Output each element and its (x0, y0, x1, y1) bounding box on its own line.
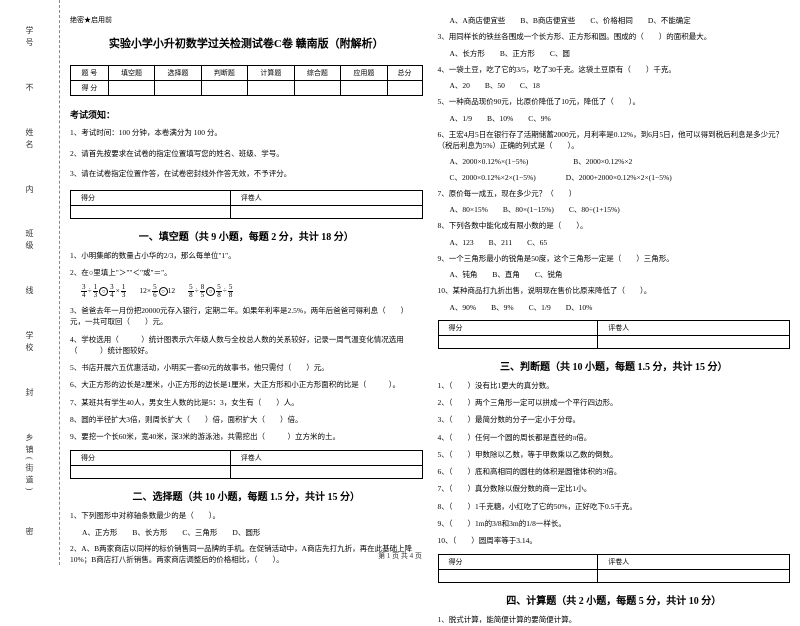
q1-6: 6、大正方形的边长是2厘米，小正方形的边长是1厘米，大正方形和小正方形面积的比是… (70, 379, 423, 390)
q3-10: 10、（ ）圆周率等于3.14。 (438, 535, 791, 546)
binding-field-name: 姓名 (24, 128, 35, 152)
right-column: A、A商店便宜些 B、B商店便宜些 C、价格相同 D、不能确定 3、用同样长的铁… (438, 15, 791, 545)
q2-5: 5、一种商品现价90元，比原价降低了10元，降低了（ ）。 (438, 96, 791, 107)
q1-1: 1、小明集邮的数量占小华的2/3，那么每单位"1"。 (70, 250, 423, 261)
q2-6-opts1: A、2000×0.12%×(1−5%) B、2000×0.12%×2 (450, 156, 791, 167)
q2-7: 7、原价每一成五，现在多少元？（ ） (438, 188, 791, 199)
q3-6: 6、（ ）底和高相同的圆柱的体积是圆锥体积的3倍。 (438, 466, 791, 477)
grader-box-3: 得分评卷人 (438, 320, 791, 349)
q2-8-opts: A、123 B、211 C、65 (450, 237, 791, 248)
binding-mark: 密 (24, 527, 35, 539)
score-h2: 选择题 (155, 66, 201, 81)
q2-3: 3、用同样长的铁丝各围成一个长方形、正方形和圆。围成的（ ）的面积最大。 (438, 31, 791, 42)
q1-7: 7、某班共有学生40人，男女生人数的比是5：3，女生有（ ）人。 (70, 397, 423, 408)
binding-field-class: 班级 (24, 229, 35, 253)
q2-5-opts: A、1/9 B、10% C、9% (450, 113, 791, 124)
q3-1: 1、（ ）没有比1更大的真分数。 (438, 380, 791, 391)
q2-10-opts: A、90% B、9% C、1/9 D、10% (450, 302, 791, 313)
q2-8: 8、下列各数中能化成有限小数的是（ ）。 (438, 220, 791, 231)
section-2-title: 二、选择题（共 10 小题，每题 1.5 分，共计 15 分） (70, 488, 423, 503)
q3-8: 8、（ ）1千克糖，小红吃了它的50%，正好吃下0.5千克。 (438, 501, 791, 512)
q2-4-opts: A、20 B、50 C、18 (450, 80, 791, 91)
q3-5: 5、（ ）甲数除以乙数，等于甲数乘以乙数的倒数。 (438, 449, 791, 460)
grader-box-2: 得分评卷人 (70, 450, 423, 479)
binding-field-town: 乡镇(街道) (24, 433, 35, 494)
page-footer: 第 1 页 共 4 页 (0, 551, 800, 561)
secret-label: 绝密★启用前 (70, 15, 423, 25)
page: 学号 不 姓名 内 班级 线 学校 封 乡镇(街道) 密 绝密★启用前 实验小学… (0, 0, 800, 565)
exam-title: 实验小学小升初数学过关检测试卷C卷 赣南版（附解析） (70, 35, 423, 51)
binding-field-school: 学校 (24, 331, 35, 355)
score-h6: 应用题 (341, 66, 387, 81)
q1-2-expr: 34÷13○34×13 12×56○12 58÷85○58÷58 (80, 284, 423, 299)
section-3-title: 三、判断题（共 10 小题，每题 1.5 分，共计 15 分） (438, 358, 791, 373)
score-h3: 判断题 (201, 66, 247, 81)
q2-9-opts: A、钝角 B、直角 C、锐角 (450, 269, 791, 280)
score-h5: 综合题 (294, 66, 340, 81)
q1-3: 3、爸爸去年一月份把20000元存入银行，定期二年。如果年利率是2.5%，两年后… (70, 305, 423, 328)
q2-1: 1、下列图形中对称轴条数最少的是（ ）。 (70, 510, 423, 521)
score-h0: 题 号 (71, 66, 109, 81)
score-h1: 填空题 (108, 66, 154, 81)
q3-3: 3、（ ）最简分数的分子一定小于分母。 (438, 414, 791, 425)
binding-mark: 不 (24, 83, 35, 95)
notice-2: 2、请首先按要求在试卷的指定位置填写您的姓名、班级、学号。 (70, 149, 423, 160)
q3-2: 2、（ ）两个三角形一定可以拼成一个平行四边形。 (438, 397, 791, 408)
left-column: 绝密★启用前 实验小学小升初数学过关检测试卷C卷 赣南版（附解析） 题 号 填空… (70, 15, 423, 545)
q1-2: 2、在○里填上"＞""＜"或"＝"。 (70, 267, 423, 278)
section-4-title: 四、计算题（共 2 小题，每题 5 分，共计 10 分） (438, 592, 791, 607)
q2-4: 4、一袋土豆，吃了它的3/5，吃了30千克。这袋土豆原有（ ）千克。 (438, 64, 791, 75)
binding-margin: 学号 不 姓名 内 班级 线 学校 封 乡镇(街道) 密 (0, 0, 60, 565)
binding-field-id: 学号 (24, 26, 35, 50)
q2-3-opts: A、长方形 B、正方形 C、圆 (450, 48, 791, 59)
q2-1-opts: A、正方形 B、长方形 C、三角形 D、圆形 (82, 527, 423, 538)
q2-7-opts: A、80×15% B、80×(1−15%) C、80÷(1+15%) (450, 204, 791, 215)
score-h7: 总分 (387, 66, 422, 81)
binding-mark: 内 (24, 185, 35, 197)
score-row2: 得 分 (71, 81, 109, 96)
q1-8: 8、圆的半径扩大3倍，则周长扩大（ ）倍，面积扩大（ ）倍。 (70, 414, 423, 425)
q3-4: 4、（ ）任何一个圆的周长都是直径的π倍。 (438, 432, 791, 443)
score-table: 题 号 填空题 选择题 判断题 计算题 综合题 应用题 总分 得 分 (70, 65, 423, 96)
notice-header: 考试须知： (70, 108, 423, 121)
q3-9: 9、（ ）1m的3/8和3m的1/8一样长。 (438, 518, 791, 529)
q1-5: 5、书店开展六五优惠活动，小明买一套60元的故事书，他只需付（ ）元。 (70, 362, 423, 373)
q4-1: 1、脱式计算，能简便计算的要简便计算。 (438, 614, 791, 625)
q1-9: 9、要挖一个长60米，宽40米，深3米的游泳池，共需挖出（ ）立方米的土。 (70, 431, 423, 442)
grader-box-1: 得分评卷人 (70, 190, 423, 219)
content-area: 绝密★启用前 实验小学小升初数学过关检测试卷C卷 赣南版（附解析） 题 号 填空… (60, 0, 800, 565)
q2-2-opts: A、A商店便宜些 B、B商店便宜些 C、价格相同 D、不能确定 (450, 15, 791, 26)
q3-7: 7、（ ）真分数除以假分数的商一定比1小。 (438, 483, 791, 494)
q2-6: 6、王宏4月5日在银行存了活期储蓄2000元，月利率是0.12%，到6月5日，他… (438, 129, 791, 152)
q2-9: 9、一个三角形最小的锐角是50度，这个三角形一定是（ ）三角形。 (438, 253, 791, 264)
binding-mark: 封 (24, 388, 35, 400)
score-h4: 计算题 (248, 66, 294, 81)
binding-mark: 线 (24, 286, 35, 298)
notice-1: 1、考试时间：100 分钟，本卷满分为 100 分。 (70, 128, 423, 139)
notice-3: 3、请在试卷指定位置作答，在试卷密封线外作答无效，不予评分。 (70, 169, 423, 180)
q2-6-opts2: C、2000×0.12%×2×(1−5%) D、2000+2000×0.12%×… (450, 172, 791, 183)
q2-10: 10、某种商品打九折出售，说明现在售价比原来降低了（ ）。 (438, 285, 791, 296)
q1-4: 4、学校选用（ ）统计图表示六年级人数与全校总人数的关系较好，记录一周气温变化情… (70, 334, 423, 357)
section-1-title: 一、填空题（共 9 小题，每题 2 分，共计 18 分） (70, 228, 423, 243)
